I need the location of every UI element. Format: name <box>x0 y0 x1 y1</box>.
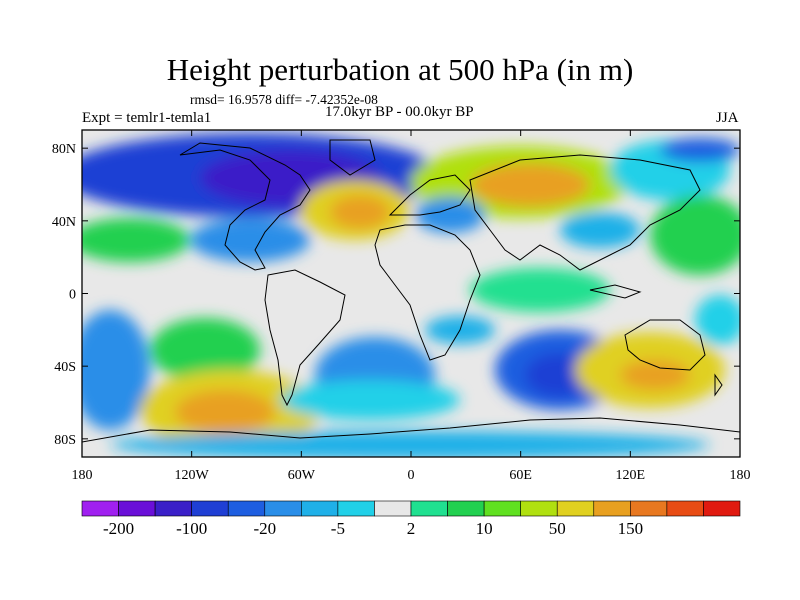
lon-tick-label-1: 120W <box>175 468 210 483</box>
experiment-label: Expt = temlr1-temla1 <box>82 110 212 126</box>
lon-tick-label-5: 120E <box>616 468 646 483</box>
lat-tick-label-3: 40S <box>54 360 76 375</box>
colorbar-swatch-10 <box>447 500 485 517</box>
stats-line: rmsd= 16.9578 diff= -7.42352e-08 <box>190 92 378 107</box>
lat-tick-label-1: 40N <box>52 215 76 230</box>
colorbar-label-2: -20 <box>253 519 276 538</box>
lon-tick-label-0: 180 <box>72 468 93 483</box>
colorbar-swatch-5 <box>264 500 302 517</box>
lat-tick-label-2: 0 <box>69 288 76 303</box>
colorbar-label-7: 150 <box>618 519 644 538</box>
season-label: JJA <box>716 110 739 126</box>
colorbar-swatch-16 <box>666 500 704 517</box>
colorbar-label-6: 50 <box>549 519 566 538</box>
colorbar-swatch-2 <box>154 500 192 517</box>
period-label: 17.0kyr BP - 00.0kyr BP <box>325 104 474 120</box>
colorbar-label-1: -100 <box>176 519 207 538</box>
lon-tick-label-3: 0 <box>408 468 415 483</box>
colorbar-swatch-1 <box>118 500 156 517</box>
colorbar-swatch-14 <box>593 500 631 517</box>
coastlines <box>82 139 740 443</box>
plot-title: Height perturbation at 500 hPa (in m) <box>166 52 634 87</box>
axis-ticks: 180 120W 60W 0 60E 120E 180 80N 40N 0 40S 80S <box>52 130 751 483</box>
colorbar-swatch-12 <box>520 500 558 517</box>
anomaly-field <box>82 130 740 457</box>
colorbar-swatch-8 <box>374 500 412 517</box>
colorbar-swatch-15 <box>630 500 668 517</box>
lon-tick-label-4: 60E <box>509 468 532 483</box>
lon-tick-label-2: 60W <box>288 468 316 483</box>
colorbar-swatch-11 <box>483 500 521 517</box>
colorbar-label-5: 10 <box>476 519 493 538</box>
lat-tick-label-4: 80S <box>54 433 76 448</box>
colorbar-swatch-4 <box>227 500 266 517</box>
colorbar-swatch-13 <box>556 500 595 517</box>
colorbar-swatch-17 <box>703 500 741 517</box>
lat-tick-label-0: 80N <box>52 142 76 157</box>
colorbar-label-0: -200 <box>103 519 134 538</box>
colorbar-swatch-9 <box>410 500 448 517</box>
colorbar-swatch-0 <box>81 500 119 517</box>
colorbar-swatch-6 <box>301 500 339 517</box>
colorbar-swatch-7 <box>337 500 375 517</box>
colorbar-label-3: -5 <box>331 519 345 538</box>
colorbar-label-4: 2 <box>407 519 416 538</box>
lon-tick-label-6: 180 <box>730 468 751 483</box>
colorbar-swatch-3 <box>191 500 229 517</box>
colorbar: -200 -100 -20 -5 2 10 50 150 <box>81 500 741 538</box>
